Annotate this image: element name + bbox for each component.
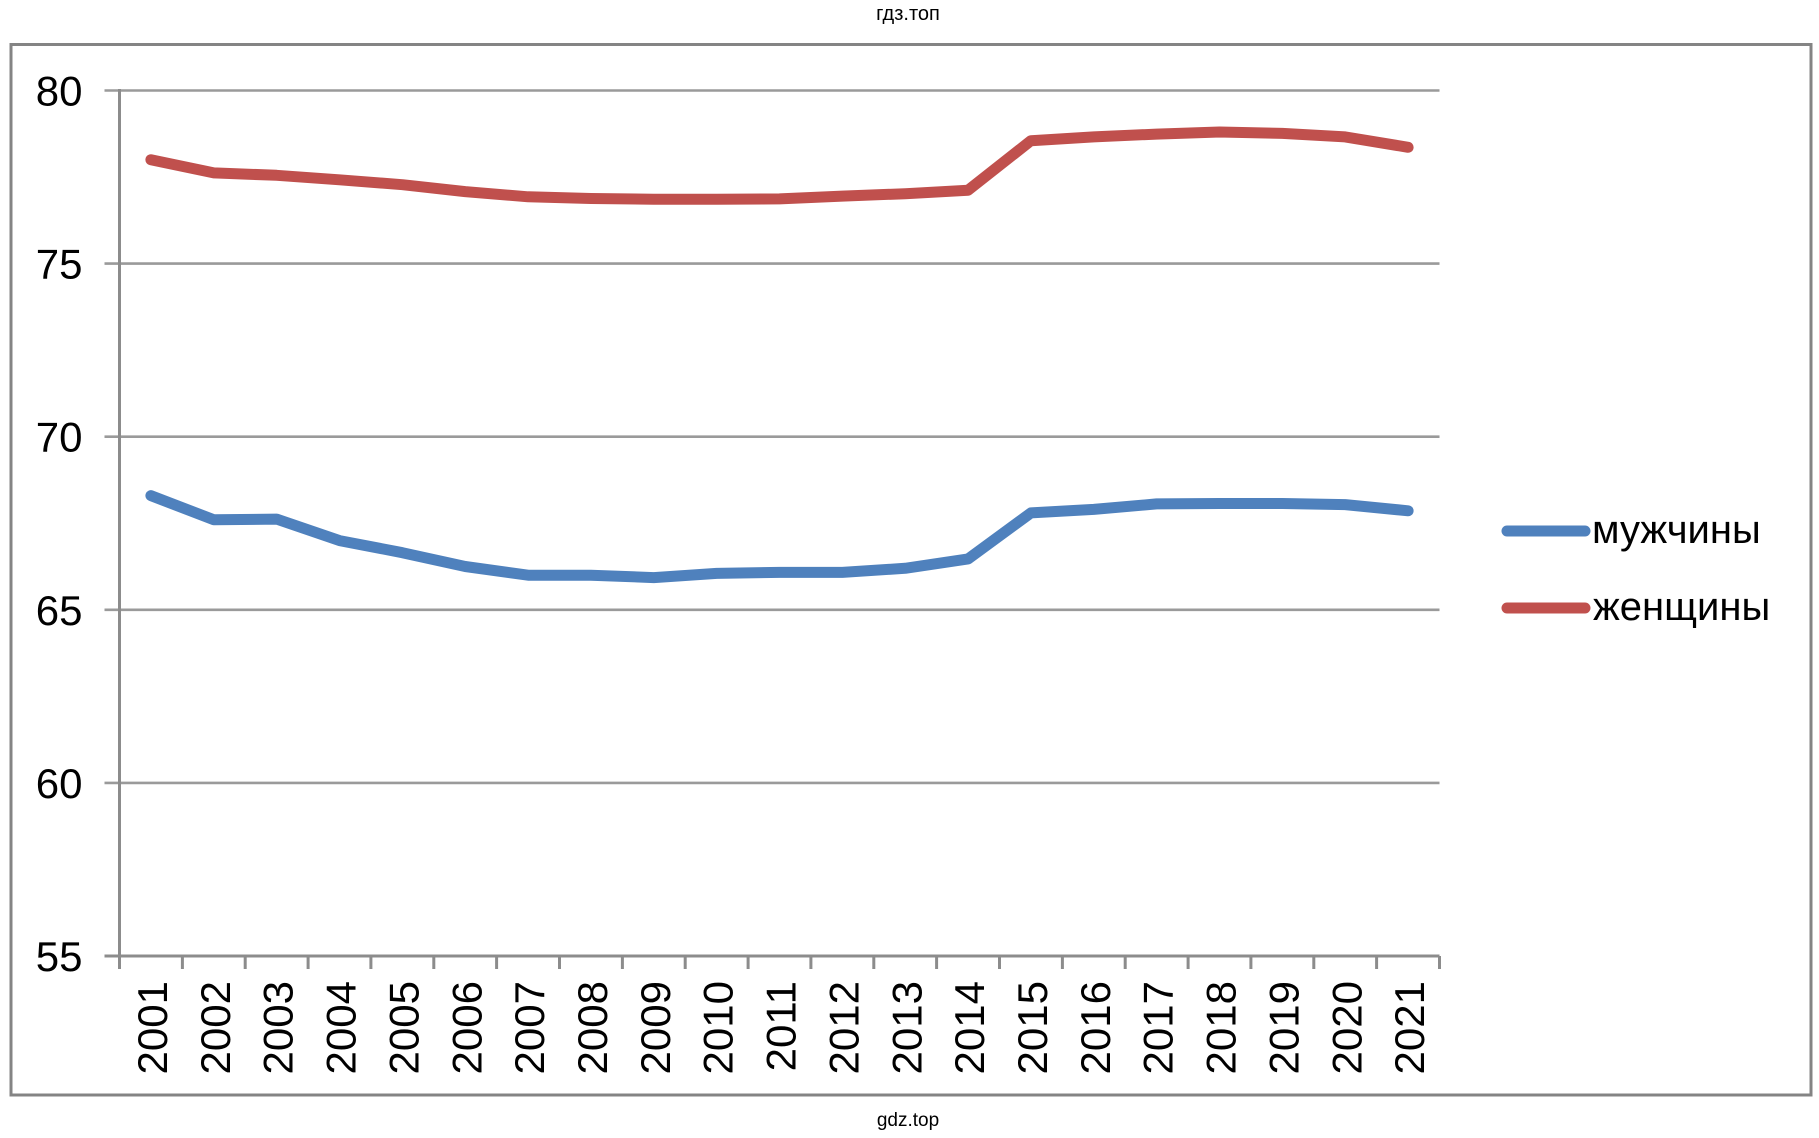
svg-text:2019: 2019: [1261, 981, 1308, 1074]
svg-text:2013: 2013: [883, 981, 930, 1074]
svg-text:2015: 2015: [1009, 981, 1056, 1074]
svg-text:гдз.топ: гдз.топ: [876, 3, 940, 25]
svg-text:2001: 2001: [129, 981, 176, 1074]
svg-text:2004: 2004: [318, 981, 365, 1074]
svg-text:70: 70: [36, 414, 83, 461]
svg-text:60: 60: [36, 760, 83, 807]
svg-text:65: 65: [36, 587, 83, 634]
svg-text:2018: 2018: [1198, 981, 1245, 1074]
svg-text:2008: 2008: [569, 981, 616, 1074]
svg-text:55: 55: [36, 933, 83, 980]
svg-text:75: 75: [36, 241, 83, 288]
svg-text:2017: 2017: [1135, 981, 1182, 1074]
svg-text:2006: 2006: [443, 981, 490, 1074]
svg-text:2020: 2020: [1323, 981, 1370, 1074]
svg-text:2012: 2012: [821, 981, 868, 1074]
svg-text:gdz.top: gdz.top: [877, 1110, 939, 1131]
svg-text:мужчины: мужчины: [1592, 508, 1761, 552]
svg-text:2007: 2007: [506, 981, 553, 1074]
svg-text:2010: 2010: [695, 981, 742, 1074]
svg-text:женщины: женщины: [1593, 585, 1770, 629]
svg-text:2014: 2014: [946, 981, 993, 1074]
svg-text:2011: 2011: [758, 981, 805, 1071]
svg-text:2005: 2005: [381, 981, 428, 1074]
svg-text:2016: 2016: [1072, 981, 1119, 1074]
svg-text:2021: 2021: [1386, 981, 1433, 1074]
svg-text:2002: 2002: [192, 981, 239, 1074]
svg-text:80: 80: [36, 68, 83, 115]
svg-text:2009: 2009: [632, 981, 679, 1074]
svg-text:2003: 2003: [255, 981, 302, 1074]
